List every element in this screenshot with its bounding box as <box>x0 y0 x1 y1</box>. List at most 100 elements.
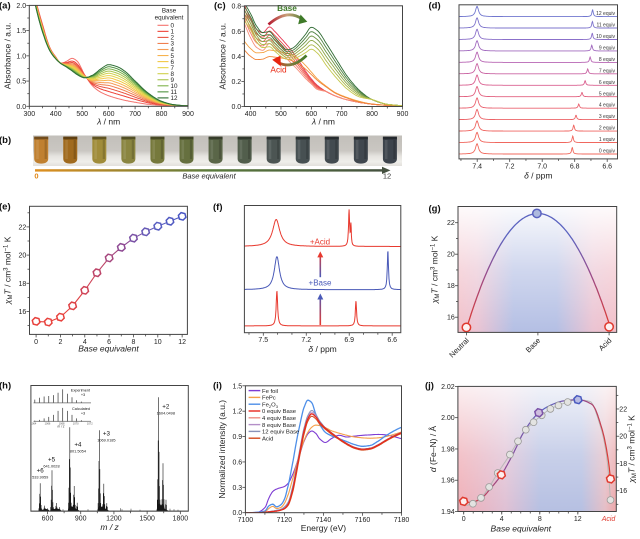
svg-text:20: 20 <box>447 252 455 259</box>
svg-text:1068: 1068 <box>59 422 65 426</box>
svg-text:Acid: Acid <box>601 516 617 523</box>
svg-text:1500: 1500 <box>139 516 155 523</box>
svg-text:0.9: 0.9 <box>232 434 242 441</box>
svg-text:Absorbance / a.u.: Absorbance / a.u. <box>3 23 13 90</box>
svg-text:(d): (d) <box>429 1 441 12</box>
svg-text:20: 20 <box>619 434 627 441</box>
svg-text:Experiment: Experiment <box>71 389 91 393</box>
svg-text:16: 16 <box>619 488 627 495</box>
svg-text:7160: 7160 <box>355 517 371 524</box>
svg-text:+4: +4 <box>74 442 82 449</box>
svg-text:+3: +3 <box>81 393 85 397</box>
svg-text:0: 0 <box>34 172 38 181</box>
svg-text:7.2: 7.2 <box>505 163 515 170</box>
svg-text:1 equiv: 1 equiv <box>599 137 616 143</box>
svg-text:0.6: 0.6 <box>231 29 241 36</box>
svg-text:12: 12 <box>574 516 582 523</box>
svg-text:500: 500 <box>275 111 287 118</box>
svg-text:0.2: 0.2 <box>231 79 241 86</box>
svg-text:12: 12 <box>383 172 391 181</box>
svg-text:d (Fe–N) / Å: d (Fe–N) / Å <box>428 425 438 472</box>
svg-text:λ / nm: λ / nm <box>311 117 335 127</box>
svg-text:3: 3 <box>171 41 175 48</box>
svg-text:+6: +6 <box>37 468 45 475</box>
svg-text:8 equiv Base: 8 equiv Base <box>262 423 297 429</box>
svg-text:6.6: 6.6 <box>387 337 397 344</box>
svg-text:6: 6 <box>171 59 175 66</box>
svg-text:0 equiv Base: 0 equiv Base <box>262 409 297 415</box>
svg-text:7: 7 <box>171 65 175 72</box>
svg-text:1072: 1072 <box>87 422 93 426</box>
svg-text:Calculated: Calculated <box>72 407 90 411</box>
svg-text:0: 0 <box>34 339 38 346</box>
svg-text:7140: 7140 <box>316 517 332 524</box>
svg-text:1800: 1800 <box>173 516 189 523</box>
svg-text:Absorbance / a.u.: Absorbance / a.u. <box>218 23 228 90</box>
svg-text:1200: 1200 <box>106 516 122 523</box>
svg-text:Acid: Acid <box>262 436 273 442</box>
svg-text:8: 8 <box>132 339 136 346</box>
svg-text:0: 0 <box>171 23 175 30</box>
svg-text:16: 16 <box>19 309 27 316</box>
svg-text:0.5: 0.5 <box>16 79 26 86</box>
svg-text:18: 18 <box>19 281 27 288</box>
svg-text:600: 600 <box>42 516 54 523</box>
svg-text:600: 600 <box>306 111 318 118</box>
svg-text:1604.0498: 1604.0498 <box>157 411 175 416</box>
svg-text:6: 6 <box>107 339 111 346</box>
svg-text:801.5054: 801.5054 <box>70 449 87 454</box>
svg-text:(f): (f) <box>213 202 223 213</box>
svg-text:10: 10 <box>171 83 179 90</box>
svg-text:Acid: Acid <box>270 65 287 75</box>
svg-text:700: 700 <box>129 111 141 118</box>
svg-text:11 equiv: 11 equiv <box>596 23 615 29</box>
svg-text:12: 12 <box>171 95 179 102</box>
svg-text:22: 22 <box>447 220 455 227</box>
svg-text:Normalized intensity (a.u.): Normalized intensity (a.u.) <box>217 400 227 499</box>
svg-text:Fe2O3: Fe2O3 <box>262 402 279 409</box>
svg-text:+Base: +Base <box>309 278 332 287</box>
svg-text:(a): (a) <box>0 0 11 11</box>
svg-text:Base equivalent: Base equivalent <box>78 343 139 353</box>
svg-text:7100: 7100 <box>238 517 254 524</box>
svg-text:6.9: 6.9 <box>344 337 354 344</box>
svg-text:0.3: 0.3 <box>232 485 242 492</box>
svg-text:1.94: 1.94 <box>441 509 455 516</box>
svg-text:12: 12 <box>178 339 186 346</box>
svg-text:700: 700 <box>336 111 348 118</box>
svg-text:(j): (j) <box>425 381 434 392</box>
svg-text:2.00: 2.00 <box>441 415 455 422</box>
svg-text:0.4: 0.4 <box>231 54 241 61</box>
svg-text:1.2: 1.2 <box>232 409 242 416</box>
svg-text:8: 8 <box>538 516 542 523</box>
svg-text:(g): (g) <box>429 204 441 215</box>
svg-text:400: 400 <box>245 111 257 118</box>
svg-text:22: 22 <box>19 224 27 231</box>
svg-text:8: 8 <box>171 71 175 78</box>
svg-text:m / z: m / z <box>58 425 65 429</box>
svg-text:(e): (e) <box>0 202 11 213</box>
svg-text:δ / ppm: δ / ppm <box>308 344 336 354</box>
svg-text:900: 900 <box>75 516 87 523</box>
svg-text:2 equiv: 2 equiv <box>599 126 616 132</box>
svg-text:+5: +5 <box>48 457 56 464</box>
svg-text:6.8: 6.8 <box>570 163 580 170</box>
svg-text:0.8: 0.8 <box>231 4 241 11</box>
svg-text:Energy (eV): Energy (eV) <box>301 523 347 533</box>
svg-text:2.0: 2.0 <box>16 3 26 10</box>
svg-text:4 equiv Base: 4 equiv Base <box>262 416 297 422</box>
svg-text:4: 4 <box>171 47 175 54</box>
svg-text:δ / ppm: δ / ppm <box>524 170 552 180</box>
svg-text:18: 18 <box>619 461 627 468</box>
svg-text:10: 10 <box>154 339 162 346</box>
svg-text:+Acid: +Acid <box>310 238 330 247</box>
svg-text:900: 900 <box>182 111 194 118</box>
svg-text:12 equiv: 12 equiv <box>596 11 615 17</box>
svg-text:χMT / cm3 mol−1 K: χMT / cm3 mol−1 K <box>3 236 15 305</box>
svg-text:0 equiv: 0 equiv <box>599 149 616 155</box>
svg-text:533.9959: 533.9959 <box>32 475 48 480</box>
svg-text:+3: +3 <box>103 431 111 438</box>
svg-text:7.0: 7.0 <box>537 163 547 170</box>
svg-text:1.98: 1.98 <box>441 446 455 453</box>
svg-text:1: 1 <box>171 29 175 36</box>
